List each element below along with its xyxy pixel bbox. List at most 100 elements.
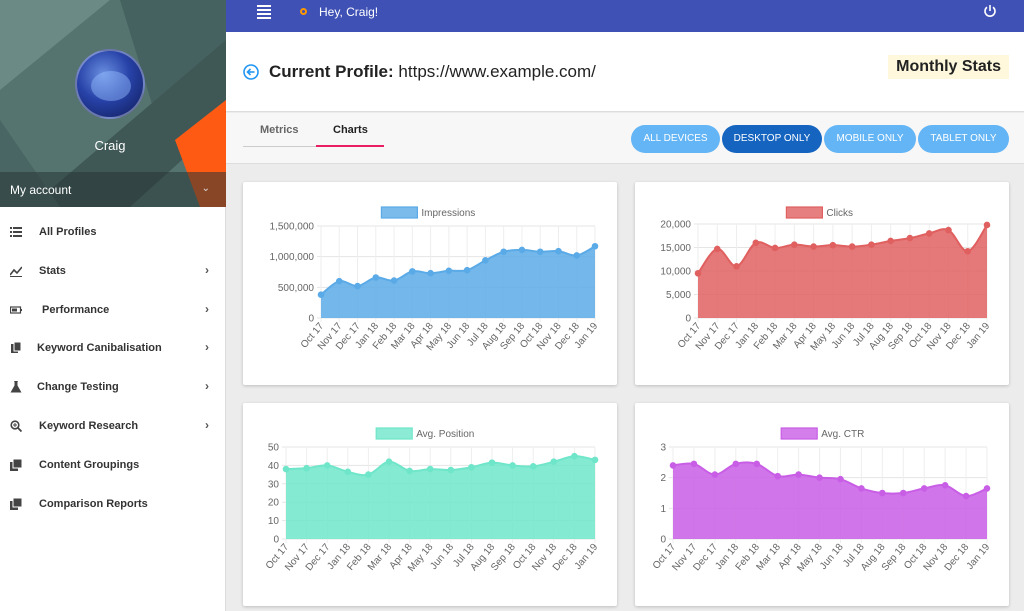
sidebar-item-change-testing[interactable]: Change Testing ›: [0, 368, 226, 407]
data-point[interactable]: [282, 465, 290, 473]
desktop-only-button[interactable]: DESKTOP ONLY: [722, 125, 822, 153]
data-point[interactable]: [816, 474, 823, 481]
data-point[interactable]: [426, 465, 434, 473]
my-account-toggle[interactable]: My account ⌄: [0, 172, 226, 207]
data-point[interactable]: [482, 257, 489, 264]
legend-swatch[interactable]: [380, 206, 418, 219]
data-point[interactable]: [573, 252, 581, 259]
data-point[interactable]: [550, 458, 558, 466]
data-point[interactable]: [732, 460, 740, 468]
data-point[interactable]: [829, 241, 837, 249]
data-point[interactable]: [591, 456, 599, 464]
data-point[interactable]: [354, 282, 361, 290]
tab-charts[interactable]: Charts: [333, 124, 368, 136]
data-point[interactable]: [406, 467, 413, 475]
sidebar-item-keyword-research[interactable]: Keyword Research ›: [0, 407, 226, 446]
data-point[interactable]: [795, 471, 802, 478]
data-point[interactable]: [323, 462, 331, 469]
data-point[interactable]: [887, 237, 894, 245]
sidebar-item-stats[interactable]: Stats ›: [0, 252, 226, 291]
data-point[interactable]: [690, 460, 698, 468]
x-tick-label: Jun 18: [428, 542, 456, 572]
tab-metrics[interactable]: Metrics: [260, 124, 299, 136]
data-point[interactable]: [962, 492, 970, 500]
avatar[interactable]: [75, 49, 145, 119]
data-point[interactable]: [409, 268, 416, 275]
sidebar-item-performance[interactable]: Performance ›: [0, 291, 226, 330]
series-line: [285, 455, 596, 477]
data-point[interactable]: [365, 471, 372, 478]
list-icon: [10, 227, 22, 237]
data-point[interactable]: [964, 247, 972, 255]
all-devices-button[interactable]: ALL DEVICES: [631, 125, 720, 153]
data-point[interactable]: [774, 472, 781, 480]
data-point[interactable]: [899, 489, 907, 497]
data-point[interactable]: [463, 266, 471, 274]
tablet-only-button[interactable]: TABLET ONLY: [918, 125, 1009, 153]
data-point[interactable]: [344, 468, 352, 476]
data-point[interactable]: [509, 462, 516, 469]
data-point[interactable]: [752, 239, 760, 247]
legend-swatch[interactable]: [375, 427, 413, 440]
sidebar-item-keyword-canibalisation[interactable]: Keyword Canibalisation ›: [0, 329, 226, 368]
data-point[interactable]: [555, 247, 562, 255]
data-point[interactable]: [837, 475, 844, 483]
data-point[interactable]: [920, 485, 928, 492]
data-point[interactable]: [529, 463, 537, 470]
data-point[interactable]: [488, 459, 496, 466]
x-tick-label: Mar 18: [755, 542, 784, 573]
data-point[interactable]: [906, 234, 914, 242]
data-point[interactable]: [791, 241, 798, 248]
data-point[interactable]: [427, 269, 434, 277]
mobile-only-button[interactable]: MOBILE ONLY: [824, 125, 916, 153]
data-point[interactable]: [945, 226, 952, 234]
data-point[interactable]: [879, 489, 886, 497]
data-point[interactable]: [753, 460, 761, 468]
legend-swatch[interactable]: [780, 427, 818, 440]
monthly-stats-badge: Monthly Stats: [888, 55, 1009, 79]
data-point[interactable]: [445, 267, 453, 275]
data-point[interactable]: [500, 248, 507, 256]
data-point[interactable]: [303, 464, 310, 472]
data-point[interactable]: [925, 230, 933, 237]
data-point[interactable]: [372, 274, 380, 281]
sidebar-item-comparison-reports[interactable]: Comparison Reports: [0, 485, 226, 524]
data-point[interactable]: [591, 242, 599, 250]
data-point[interactable]: [983, 221, 991, 229]
data-point[interactable]: [468, 463, 475, 471]
data-point[interactable]: [713, 245, 721, 253]
data-point[interactable]: [536, 248, 544, 256]
my-account-label: My account: [10, 182, 72, 197]
power-icon[interactable]: [983, 4, 997, 18]
data-point[interactable]: [390, 277, 398, 284]
data-point[interactable]: [669, 462, 677, 469]
data-point[interactable]: [571, 452, 578, 460]
y-tick-label: 1,000,000: [270, 252, 315, 263]
back-arrow-icon[interactable]: [243, 64, 259, 80]
data-point[interactable]: [858, 485, 865, 492]
data-point[interactable]: [771, 244, 779, 252]
series-area: [321, 246, 595, 318]
data-point[interactable]: [711, 471, 719, 478]
sidebar-item-content-groupings[interactable]: Content Groupings: [0, 446, 226, 485]
data-point[interactable]: [941, 482, 949, 489]
data-point[interactable]: [447, 466, 455, 474]
sidebar-item-all-profiles[interactable]: All Profiles: [0, 213, 226, 252]
data-point[interactable]: [848, 243, 856, 250]
data-point[interactable]: [317, 291, 325, 298]
y-tick-label: 5,000: [666, 290, 691, 301]
data-point[interactable]: [733, 263, 740, 270]
sidebar-item-label: Keyword Canibalisation: [37, 342, 162, 355]
hamburger-icon[interactable]: [257, 5, 271, 19]
data-point[interactable]: [694, 270, 702, 277]
data-point[interactable]: [335, 277, 343, 285]
data-point[interactable]: [868, 241, 875, 248]
data-point[interactable]: [810, 243, 817, 250]
legend-swatch[interactable]: [785, 206, 823, 219]
data-point[interactable]: [518, 246, 526, 254]
impressions-chart-card: Impressions 1,500,000 1,000,000 500,000 0 Oct…: [243, 182, 617, 385]
data-point[interactable]: [385, 458, 393, 466]
data-point[interactable]: [983, 485, 991, 492]
